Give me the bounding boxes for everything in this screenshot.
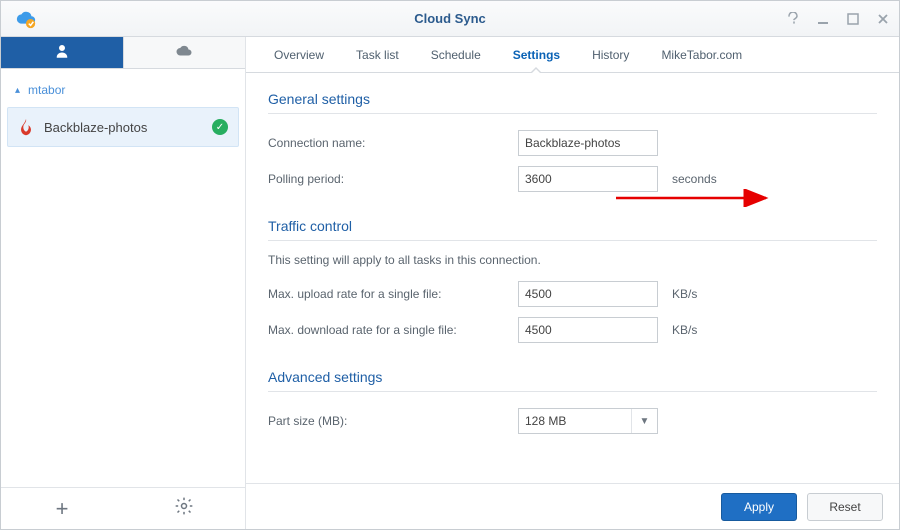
maximize-icon[interactable] (845, 11, 861, 27)
close-icon[interactable] (875, 11, 891, 27)
tab-history[interactable]: History (576, 37, 645, 72)
sidebar-tab-cloud[interactable] (124, 37, 246, 68)
plus-icon: + (56, 496, 69, 522)
tab-label: History (592, 48, 629, 62)
settings-content: General settings Connection name: Pollin… (246, 73, 899, 483)
window-body: ▴ mtabor Backblaze-photos ✓ + (1, 37, 899, 529)
download-label: Max. download rate for a single file: (268, 323, 518, 337)
add-button[interactable]: + (1, 488, 123, 529)
tab-label: Overview (274, 48, 324, 62)
download-unit: KB/s (672, 323, 697, 337)
polling-unit: seconds (672, 172, 717, 186)
tab-label: Schedule (431, 48, 481, 62)
connection-item[interactable]: Backblaze-photos ✓ (7, 107, 239, 147)
tab-schedule[interactable]: Schedule (415, 37, 497, 72)
tab-overview[interactable]: Overview (258, 37, 340, 72)
upload-input[interactable] (518, 281, 658, 307)
section-traffic-title: Traffic control (268, 218, 877, 241)
row-partsize: Part size (MB): 128 MB ▼ (268, 404, 877, 438)
sidebar-tab-user[interactable] (1, 37, 124, 68)
connection-name-input[interactable] (518, 130, 658, 156)
download-input[interactable] (518, 317, 658, 343)
main-tabs: Overview Task list Schedule Settings His… (246, 37, 899, 73)
partsize-label: Part size (MB): (268, 414, 518, 428)
window-title: Cloud Sync (1, 11, 899, 26)
row-upload: Max. upload rate for a single file: KB/s (268, 277, 877, 311)
app-window: Cloud Sync ▴ mtabor (0, 0, 900, 530)
tab-label: MikeTabor.com (661, 48, 742, 62)
upload-label: Max. upload rate for a single file: (268, 287, 518, 301)
apply-button[interactable]: Apply (721, 493, 797, 521)
main-panel: Overview Task list Schedule Settings His… (246, 37, 899, 529)
account-toggle[interactable]: ▴ mtabor (7, 75, 239, 105)
user-icon (53, 42, 71, 63)
connection-name-label: Connection name: (268, 136, 518, 150)
main-footer: Apply Reset (246, 483, 899, 529)
account-name: mtabor (28, 83, 65, 97)
settings-button[interactable] (123, 488, 245, 529)
partsize-value: 128 MB (525, 414, 566, 428)
backblaze-icon (18, 119, 34, 135)
tab-label: Task list (356, 48, 399, 62)
sidebar-tabs (1, 37, 245, 69)
sidebar: ▴ mtabor Backblaze-photos ✓ + (1, 37, 246, 529)
status-ok-icon: ✓ (212, 119, 228, 135)
sidebar-footer: + (1, 487, 245, 529)
app-icon (15, 8, 37, 30)
help-icon[interactable] (785, 11, 801, 27)
tab-tasklist[interactable]: Task list (340, 37, 415, 72)
tab-settings[interactable]: Settings (497, 37, 576, 72)
row-download: Max. download rate for a single file: KB… (268, 313, 877, 347)
traffic-note: This setting will apply to all tasks in … (268, 253, 877, 267)
partsize-select[interactable]: 128 MB ▼ (518, 408, 658, 434)
window-controls (785, 11, 891, 27)
chevron-up-icon: ▴ (15, 85, 20, 96)
connection-name: Backblaze-photos (44, 120, 202, 135)
minimize-icon[interactable] (815, 11, 831, 27)
sidebar-content: ▴ mtabor Backblaze-photos ✓ (1, 69, 245, 487)
titlebar: Cloud Sync (1, 1, 899, 37)
reset-button[interactable]: Reset (807, 493, 883, 521)
polling-label: Polling period: (268, 172, 518, 186)
polling-input[interactable] (518, 166, 658, 192)
gear-icon (174, 496, 194, 522)
chevron-down-icon: ▼ (631, 409, 657, 433)
upload-unit: KB/s (672, 287, 697, 301)
cloud-icon (175, 42, 193, 63)
section-advanced-title: Advanced settings (268, 369, 877, 392)
tab-label: Settings (513, 48, 560, 62)
row-connection-name: Connection name: (268, 126, 877, 160)
section-general-title: General settings (268, 91, 877, 114)
tab-miketabor[interactable]: MikeTabor.com (645, 37, 758, 72)
row-polling: Polling period: seconds (268, 162, 877, 196)
